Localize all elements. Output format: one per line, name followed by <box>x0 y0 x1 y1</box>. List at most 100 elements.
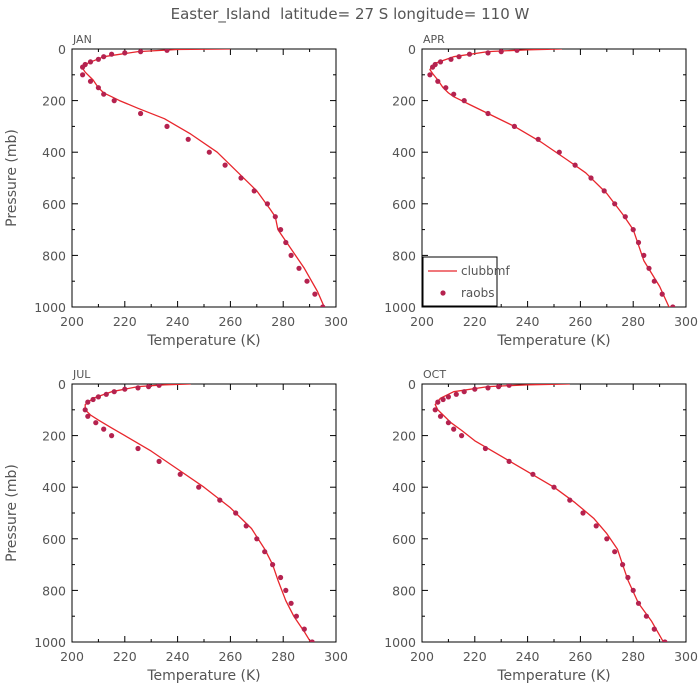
data-point-raobs <box>430 64 436 70</box>
x-tick-label: 300 <box>674 314 698 329</box>
data-point-raobs <box>588 175 594 181</box>
data-point-raobs <box>80 64 86 70</box>
panel-label: APR <box>423 33 445 46</box>
data-point-raobs <box>461 98 467 104</box>
y-tick-label: 800 <box>42 248 66 263</box>
data-point-raobs <box>601 188 607 194</box>
data-point-raobs <box>288 252 294 258</box>
series-line-clubbmf <box>434 384 665 642</box>
data-point-raobs <box>630 227 636 233</box>
data-point-raobs <box>459 433 465 439</box>
y-tick-label: 200 <box>42 94 66 109</box>
x-tick-label: 280 <box>271 649 295 664</box>
figure-title: Easter_Island latitude= 27 S longitude= … <box>171 5 530 24</box>
data-point-raobs <box>87 59 94 65</box>
y-tick-label: 0 <box>408 377 416 392</box>
data-point-raobs <box>651 278 657 284</box>
data-point-raobs <box>630 587 636 594</box>
y-tick-label: 200 <box>42 429 66 444</box>
x-tick-label: 200 <box>410 314 434 329</box>
data-point-raobs <box>445 420 451 426</box>
x-tick-label: 300 <box>324 314 348 329</box>
y-tick-label: 800 <box>392 583 416 598</box>
data-point-raobs <box>101 91 107 97</box>
chart-panel-apr: 200 220 240 260 280 300 0 200 400 600 800 1000 Tempe… <box>384 33 698 349</box>
data-point-raobs <box>156 384 162 388</box>
chart-panel-jul: 200 220 240 260 280 300 0 200 400 600 800 1000 Tempe… <box>4 368 348 684</box>
data-point-raobs <box>312 291 318 297</box>
data-point-raobs <box>90 396 96 403</box>
x-tick-label: 300 <box>674 649 698 664</box>
x-tick-label: 220 <box>463 649 487 664</box>
x-tick-label: 240 <box>516 649 540 664</box>
data-point-raobs <box>122 386 128 392</box>
panel-label: JAN <box>72 33 92 46</box>
legend-label-model: clubbmf <box>461 264 510 278</box>
data-point-raobs <box>109 433 115 439</box>
y-tick-label: 600 <box>392 197 416 212</box>
chart-panel-oct: 200 220 240 260 280 300 0 200 400 600 800 1000 Tempe… <box>384 368 698 684</box>
data-point-raobs <box>233 510 239 516</box>
series-line-clubbmf <box>81 49 325 307</box>
y-tick-label: 0 <box>58 377 66 392</box>
data-point-raobs <box>485 385 491 391</box>
data-point-raobs <box>451 426 457 432</box>
data-point-raobs <box>506 458 512 464</box>
data-point-raobs <box>283 239 289 246</box>
y-tick-label: 800 <box>392 248 416 263</box>
data-point-raobs <box>496 384 502 390</box>
data-point-raobs <box>580 510 586 516</box>
x-axis-label: Temperature (K) <box>496 668 610 684</box>
data-point-raobs <box>435 78 441 84</box>
data-point-raobs <box>435 399 441 405</box>
data-point-raobs <box>622 214 628 220</box>
data-point-raobs <box>95 85 101 91</box>
y-axis-label: Pressure (mb) <box>4 129 20 227</box>
data-point-raobs <box>659 291 665 297</box>
data-point-raobs <box>485 110 491 117</box>
data-point-raobs <box>264 201 270 207</box>
data-point-raobs <box>82 407 88 413</box>
data-point-raobs <box>283 587 289 594</box>
data-point-raobs <box>95 56 101 62</box>
data-point-raobs <box>164 123 170 129</box>
data-point-raobs <box>222 162 228 168</box>
x-tick-label: 280 <box>621 649 645 664</box>
panel-label: OCT <box>423 368 446 381</box>
x-tick-label: 220 <box>113 649 137 664</box>
data-point-raobs <box>288 600 294 606</box>
data-point-raobs <box>466 51 473 57</box>
plot-area <box>80 49 326 307</box>
data-point-raobs <box>506 384 512 388</box>
data-point-raobs <box>662 639 668 642</box>
panel-label: JUL <box>72 368 91 381</box>
data-point-raobs <box>641 252 647 258</box>
data-point-raobs <box>572 162 578 168</box>
data-point-raobs <box>87 78 94 84</box>
data-point-raobs <box>109 51 115 57</box>
data-point-raobs <box>511 123 517 129</box>
x-axis-label: Temperature (K) <box>496 333 610 349</box>
data-point-raobs <box>320 304 326 307</box>
y-tick-label: 200 <box>392 429 416 444</box>
data-point-raobs <box>612 201 618 207</box>
data-point-raobs <box>309 639 315 642</box>
x-tick-label: 260 <box>568 314 592 329</box>
x-tick-label: 220 <box>463 314 487 329</box>
data-point-raobs <box>485 50 491 56</box>
plot-area <box>82 384 315 642</box>
x-tick-label: 260 <box>568 649 592 664</box>
x-tick-label: 240 <box>516 314 540 329</box>
x-axis-label: Temperature (K) <box>146 668 260 684</box>
y-tick-label: 0 <box>408 42 416 57</box>
data-point-raobs <box>604 536 610 542</box>
data-point-raobs <box>146 384 152 390</box>
data-point-raobs <box>138 110 144 117</box>
data-point-raobs <box>448 56 454 62</box>
plot-area <box>432 384 668 642</box>
data-point-raobs <box>278 574 284 581</box>
y-tick-label: 0 <box>58 42 66 57</box>
panels: 200 220 240 260 280 300 0 200 400 600 800 1000 Tempe… <box>4 33 698 684</box>
data-point-raobs <box>80 72 86 78</box>
